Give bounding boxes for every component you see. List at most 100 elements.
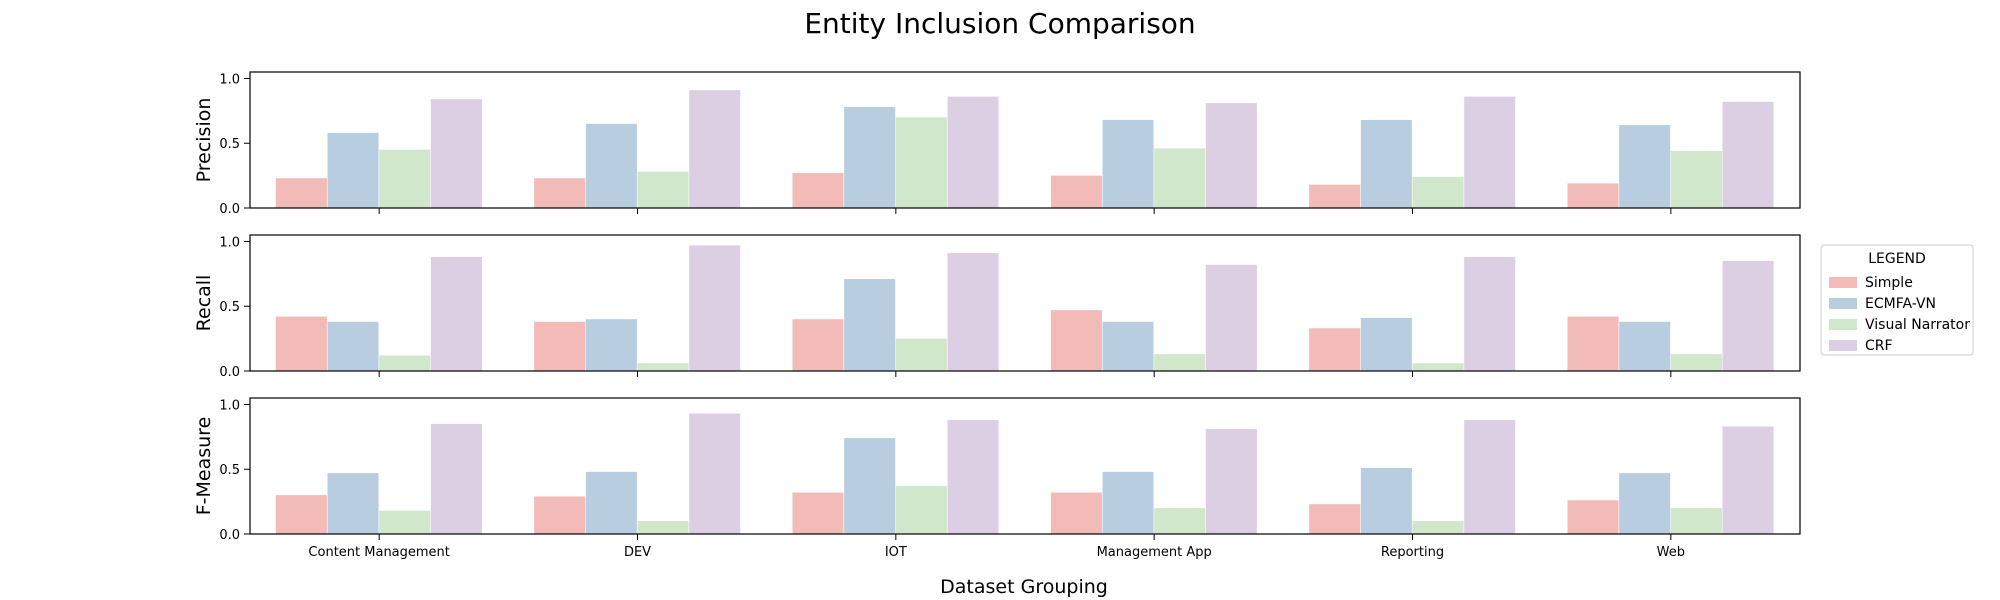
bar-crf-web [1722,260,1774,371]
x-tick-label: Reporting [1381,545,1444,560]
legend-title: LEGEND [1868,251,1926,267]
bar-crf-iot [947,253,999,371]
y-axis-title: Precision [193,98,215,183]
bar-ecmfa-vn-management-app [1102,321,1154,371]
y-axis-title: Recall [193,275,215,332]
bar-ecmfa-vn-content-management [327,132,379,208]
bar-crf-dev [689,245,741,371]
bar-visual-narrator-management-app [1154,148,1206,208]
y-tick-label: 0.0 [219,528,240,543]
legend: LEGEND Simple ECMFA-VN Visual Narrator CRF [1820,244,1974,356]
bar-visual-narrator-iot [895,486,947,534]
chart-title: Entity Inclusion Comparison [804,7,1195,40]
legend-swatch [1829,340,1857,351]
bar-visual-narrator-content-management [379,510,431,534]
bar-simple-web [1567,316,1619,371]
bar-crf-reporting [1464,420,1516,534]
bar-simple-dev [534,178,586,208]
panel-f-measure: 0.0 0.5 1.0 Content Management DEV IOT Managem… [193,397,1801,560]
y-tick-label: 0.5 [219,463,240,478]
bar-visual-narrator-web [1670,508,1722,534]
bar-simple-iot [792,319,844,371]
bar-simple-iot [792,173,844,208]
bar-simple-management-app [1050,310,1102,371]
bar-ecmfa-vn-web [1619,125,1671,208]
bar-simple-content-management [275,316,327,371]
x-tick-label: DEV [624,545,651,560]
bar-ecmfa-vn-dev [585,471,637,534]
x-tick-label: Content Management [308,545,449,560]
bar-crf-web [1722,426,1774,534]
y-axis-title: F-Measure [193,417,215,516]
bar-crf-content-management [430,99,482,208]
legend-swatch [1829,298,1857,309]
bar-visual-narrator-management-app [1154,354,1206,371]
bar-simple-web [1567,183,1619,208]
bar-simple-content-management [275,495,327,534]
bar-crf-web [1722,101,1774,208]
panel-frame [249,397,1801,535]
bar-visual-narrator-content-management [379,355,431,371]
panel-frame [249,234,1801,372]
y-tick-label: 1.0 [219,72,240,87]
bar-ecmfa-vn-management-app [1102,471,1154,534]
bar-simple-content-management [275,178,327,208]
bar-ecmfa-vn-web [1619,321,1671,371]
bar-ecmfa-vn-reporting [1360,467,1412,534]
bar-visual-narrator-reporting [1412,363,1464,371]
x-tick-label: Management App [1097,545,1212,560]
bar-crf-management-app [1205,264,1257,371]
bar-crf-management-app [1205,429,1257,534]
bar-ecmfa-vn-web [1619,473,1671,534]
bar-ecmfa-vn-reporting [1360,317,1412,371]
panel-precision: 0.0 0.5 1.0 Precision [193,71,1801,217]
bar-ecmfa-vn-management-app [1102,119,1154,208]
y-tick-label: 0.0 [219,202,240,217]
legend-entry: Visual Narrator [1865,317,1970,333]
bar-ecmfa-vn-iot [844,279,896,371]
bar-visual-narrator-reporting [1412,521,1464,534]
bar-simple-management-app [1050,175,1102,208]
bar-ecmfa-vn-reporting [1360,119,1412,208]
legend-swatch [1829,319,1857,330]
bar-ecmfa-vn-dev [585,123,637,208]
bar-simple-management-app [1050,492,1102,534]
bar-ecmfa-vn-iot [844,438,896,534]
y-tick-label: 1.0 [219,235,240,250]
bar-ecmfa-vn-content-management [327,473,379,534]
bar-simple-iot [792,492,844,534]
bar-visual-narrator-dev [637,363,689,371]
bar-ecmfa-vn-dev [585,319,637,371]
bar-crf-management-app [1205,103,1257,208]
legend-swatch [1829,277,1857,288]
bar-visual-narrator-iot [895,338,947,371]
y-tick-label: 0.5 [219,300,240,315]
bar-ecmfa-vn-iot [844,106,896,208]
bar-visual-narrator-reporting [1412,176,1464,208]
bar-crf-content-management [430,257,482,371]
legend-entry: CRF [1865,338,1893,354]
bar-simple-dev [534,496,586,534]
legend-entry: Simple [1865,275,1913,291]
panels-group: 0.0 0.5 1.0 Precision 0.0 0.5 1.0 Recall 0.0 0.5 1… [193,71,1801,560]
bar-simple-reporting [1309,328,1361,371]
bar-crf-reporting [1464,96,1516,208]
x-axis-title: Dataset Grouping [940,576,1108,598]
bar-crf-dev [689,90,741,208]
bar-simple-reporting [1309,184,1361,208]
bar-crf-iot [947,96,999,208]
bar-visual-narrator-management-app [1154,508,1206,534]
bar-simple-reporting [1309,504,1361,534]
bar-simple-dev [534,321,586,371]
bar-visual-narrator-dev [637,521,689,534]
y-tick-label: 0.0 [219,365,240,380]
bar-crf-dev [689,413,741,534]
bar-crf-reporting [1464,257,1516,371]
legend-box [1820,244,1974,356]
bar-crf-content-management [430,423,482,534]
y-tick-label: 0.5 [219,137,240,152]
bar-visual-narrator-iot [895,117,947,208]
panel-frame [249,71,1801,209]
legend-entry: ECMFA-VN [1865,296,1936,312]
